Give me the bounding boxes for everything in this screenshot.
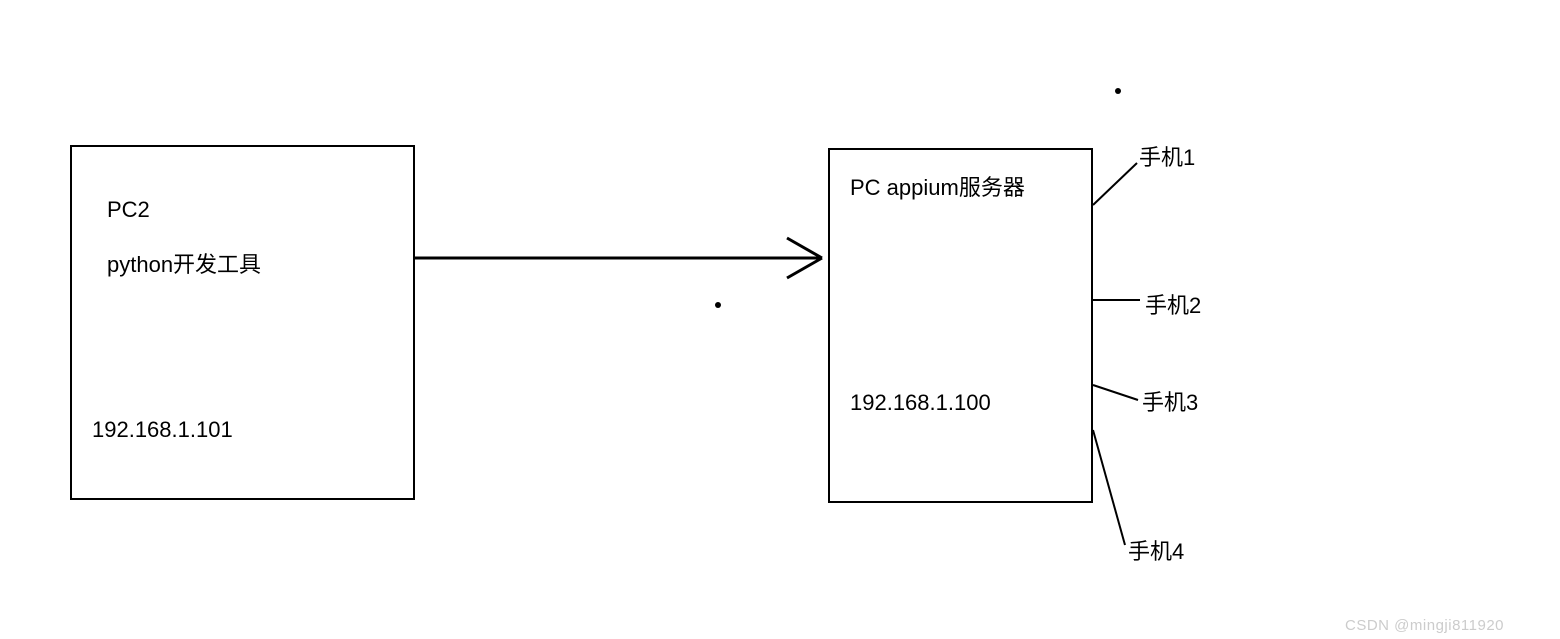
label-phone-2: 手机2 — [1145, 288, 1201, 320]
stray-dot-2 — [715, 302, 721, 308]
watermark: CSDN @mingji811920 — [1345, 617, 1504, 634]
label-phone-1: 手机1 — [1139, 140, 1195, 172]
appium-ip: 192.168.1.100 — [850, 390, 991, 416]
node-pc2: PC2 python开发工具 192.168.1.101 — [70, 145, 415, 500]
appium-title: PC appium服务器 — [850, 170, 1025, 202]
pc2-subtitle: python开发工具 — [107, 247, 261, 279]
label-phone-4: 手机4 — [1128, 534, 1184, 566]
label-phone-3: 手机3 — [1142, 385, 1198, 417]
stray-dot-1 — [1115, 88, 1121, 94]
line-phone-3 — [1093, 385, 1138, 400]
line-phone-4 — [1093, 430, 1125, 545]
node-appium: PC appium服务器 192.168.1.100 — [828, 148, 1093, 503]
pc2-title: PC2 — [107, 197, 150, 223]
line-phone-1 — [1093, 163, 1137, 205]
pc2-ip: 192.168.1.101 — [92, 417, 233, 443]
